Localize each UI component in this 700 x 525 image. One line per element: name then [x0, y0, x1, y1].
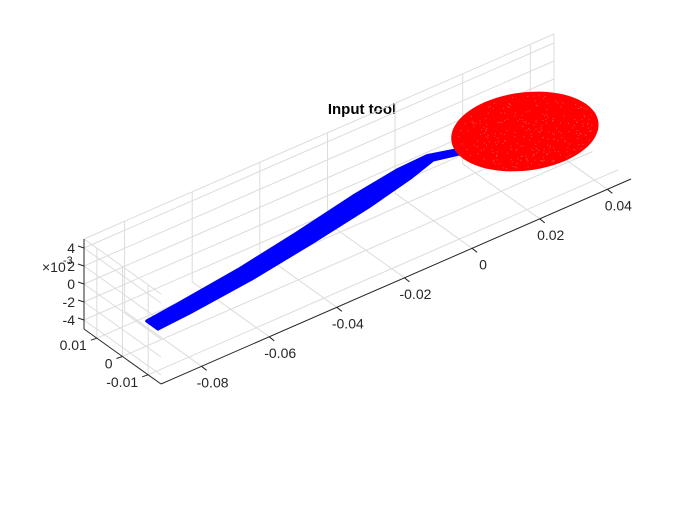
x-tick-label: 0.02 [537, 227, 564, 243]
tick-labels: -0.08 -0.06 -0.04 -0.02 0 0.02 0.04 -0.01 0 0.01 -… [60, 197, 633, 390]
z-tick-mark [77, 245, 85, 249]
grid-line-z [83, 319, 162, 376]
z-tick-label: -2 [63, 294, 76, 310]
grid-line-z [83, 247, 162, 304]
y-tick-label: -0.01 [106, 374, 138, 390]
x-tick-mark [607, 188, 613, 194]
bowl-points [451, 91, 599, 172]
grid-line-z [83, 301, 162, 358]
chart-title: Input tool [328, 101, 396, 118]
x-tick-label: 0.04 [605, 197, 632, 213]
x-tick-label: -0.08 [197, 374, 229, 390]
z-tick-mark [77, 263, 85, 267]
x-tick-label: 0 [479, 256, 487, 272]
x-tick-mark [268, 336, 275, 342]
point-cloud [145, 91, 599, 331]
z-tick-label: -4 [63, 312, 76, 328]
z-axis-multiplier: ×10 -3 [42, 255, 73, 275]
box-edge [83, 33, 555, 240]
x-tick-mark [404, 277, 410, 283]
grid-line-z [83, 42, 555, 249]
grid-line-z [83, 60, 555, 267]
z-tick-label: 2 [67, 258, 75, 274]
x-tick-mark [336, 306, 343, 312]
y-tick-label: 0 [105, 356, 113, 372]
x-tick-label: -0.06 [264, 345, 296, 361]
z-tick-mark [77, 317, 85, 321]
grid-line-y [147, 169, 619, 376]
grid-line-z [83, 283, 162, 340]
z-multiplier-base: ×10 [42, 259, 66, 275]
axes [77, 178, 632, 385]
box-edge [83, 238, 162, 295]
z-tick-mark [77, 281, 85, 285]
z-tick-label: 0 [67, 276, 75, 292]
y-tick-mark [142, 374, 149, 378]
x-tick-mark [471, 247, 478, 253]
grid-line-y [122, 151, 593, 357]
z-tick-mark [77, 299, 85, 303]
z-tick-label: 4 [67, 240, 75, 256]
handle-points [145, 148, 464, 331]
y-tick-label: 0.01 [60, 337, 87, 353]
x-tick-mark [539, 218, 546, 224]
bowl-speckle [458, 95, 593, 169]
x-tick-label: -0.04 [332, 315, 364, 331]
y-tick-mark [116, 356, 123, 359]
x-tick-mark [201, 365, 207, 371]
grid-line-z [83, 265, 162, 322]
y-tick-mark [90, 337, 97, 341]
z-multiplier-exponent: -3 [63, 255, 73, 267]
x-tick-label: -0.02 [399, 286, 431, 302]
x-axis-line [160, 178, 632, 385]
